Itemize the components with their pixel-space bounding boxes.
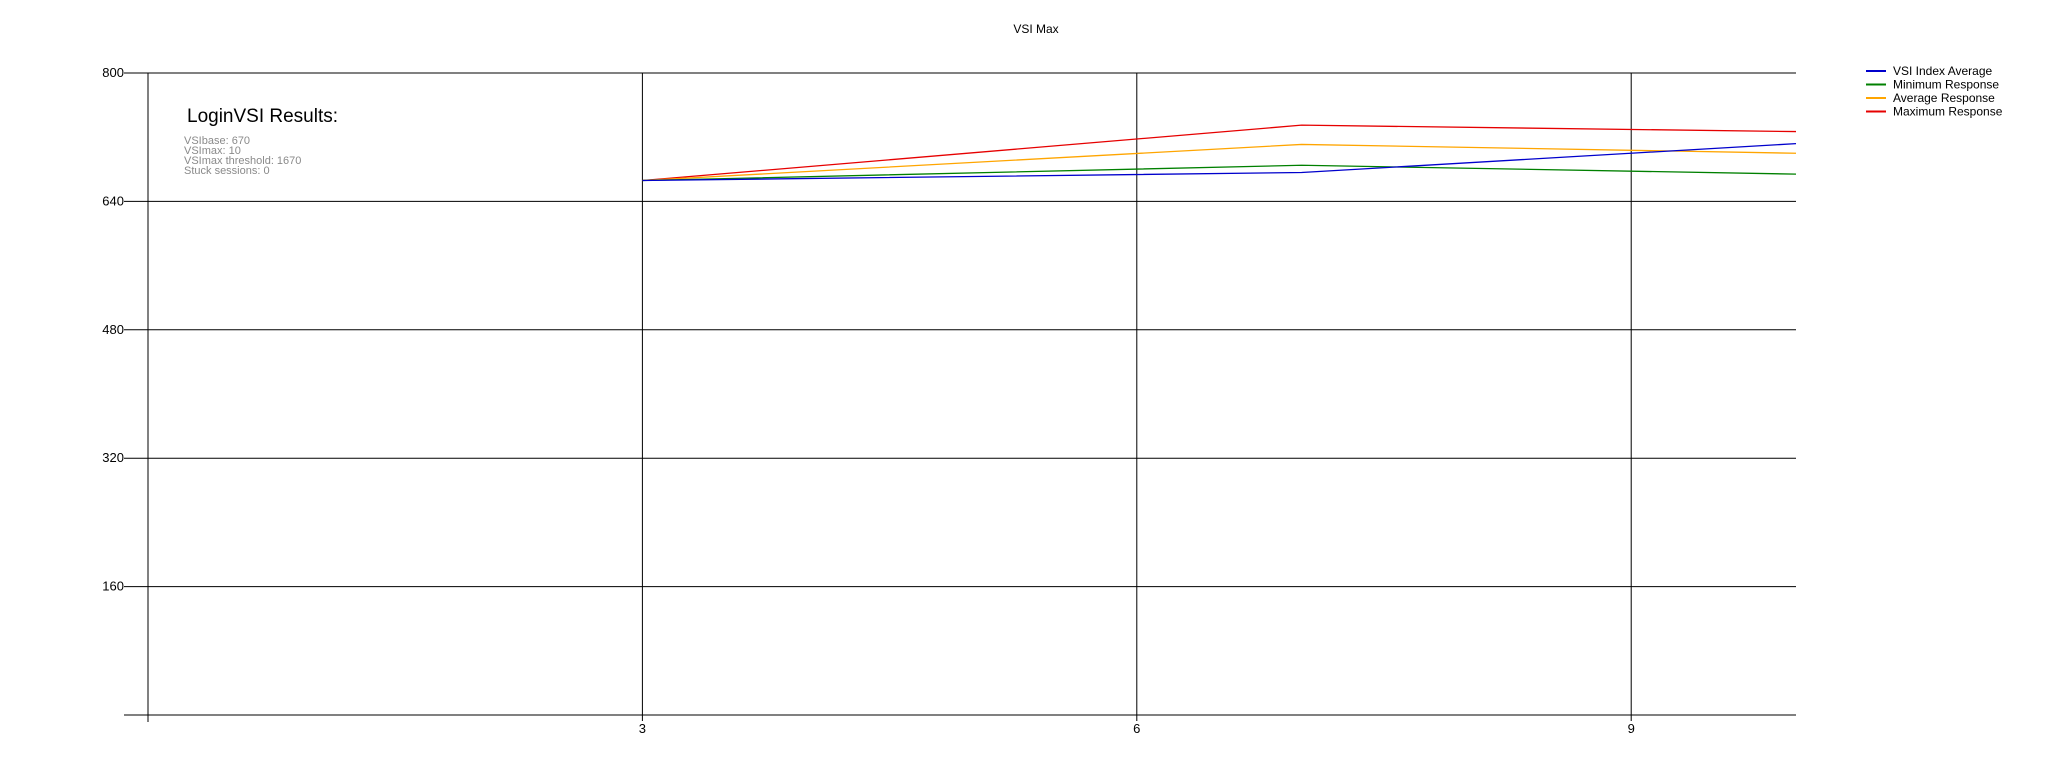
x-tick-label-6: 6	[1133, 721, 1140, 736]
x-tick-label-9: 9	[1628, 721, 1635, 736]
legend-label-vsi-index-average: VSI Index Average	[1893, 64, 1993, 78]
series-line-average-response	[642, 143, 1797, 182]
y-tick-label-160: 160	[102, 579, 124, 594]
results-line-vsibase: VSIbase: 670	[184, 135, 250, 147]
results-line-threshold: VSImax threshold: 1670	[184, 155, 301, 167]
series-line-maximum-response	[642, 124, 1797, 182]
y-tick-label-800: 800	[102, 65, 124, 80]
tick-labels: 160 320 480 640 800 3 6 9	[102, 65, 1635, 736]
results-line-stuck: Stuck sessions: 0	[184, 165, 270, 177]
series-lines	[642, 124, 1797, 182]
legend-label-minimum-response: Minimum Response	[1893, 78, 1999, 92]
results-line-vsimax: VSImax: 10	[184, 145, 241, 157]
y-tick-label-480: 480	[102, 322, 124, 337]
series-line-minimum-response	[642, 164, 1797, 182]
chart-title: VSI Max	[1013, 22, 1058, 36]
results-annotation: LoginVSI Results: VSIbase: 670 VSImax: 1…	[184, 106, 338, 177]
x-tick-label-3: 3	[639, 721, 646, 736]
grid	[124, 72, 1796, 721]
series-line-vsi-index-average	[642, 142, 1797, 182]
legend-label-maximum-response: Maximum Response	[1893, 105, 2003, 119]
results-heading: LoginVSI Results:	[187, 106, 338, 127]
legend-label-average-response: Average Response	[1893, 91, 1995, 105]
axes	[124, 73, 1796, 722]
y-tick-label-320: 320	[102, 450, 124, 465]
y-tick-label-640: 640	[102, 193, 124, 208]
